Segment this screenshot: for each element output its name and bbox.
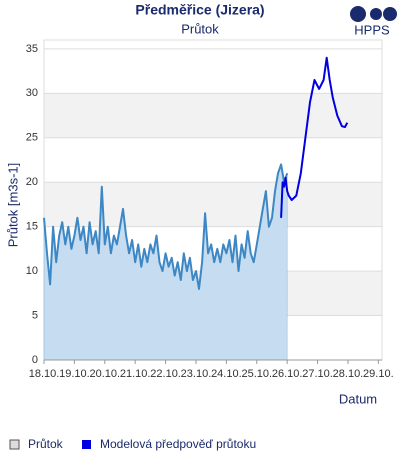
y-tick-label: 30 — [26, 87, 38, 99]
grid-band — [44, 182, 382, 227]
y-tick-label: 10 — [26, 265, 38, 277]
x-tick-label: 27.10. — [302, 368, 333, 380]
legend-label: Průtok — [28, 437, 64, 451]
y-tick-label: 25 — [26, 132, 38, 144]
x-tick-label: 23.10. — [181, 368, 212, 380]
logo-text: HPPS — [354, 22, 390, 37]
line — [43, 163, 289, 290]
x-tick-label: 29.10. — [363, 368, 394, 380]
chart-subtitle: Průtok — [181, 21, 219, 36]
legend-label: Modelová předpověď průtoku — [100, 437, 256, 451]
line — [280, 56, 349, 218]
y-tick-label: 5 — [32, 309, 38, 321]
logo-dot — [370, 8, 382, 20]
x-tick-label: 18.10. — [29, 368, 60, 380]
logo-dot — [383, 7, 397, 21]
x-tick-label: 21.10. — [120, 368, 151, 380]
x-axis-label: Datum — [339, 391, 377, 406]
x-tick-label: 26.10. — [272, 368, 303, 380]
x-tick-label: 22.10. — [150, 368, 181, 380]
grid-band — [44, 93, 382, 138]
y-tick-label: 20 — [26, 176, 38, 188]
y-tick-label: 35 — [26, 43, 38, 55]
x-tick-label: 24.10. — [211, 368, 242, 380]
legend-swatch — [9, 439, 20, 450]
legend: Průtok Modelová předpověď průtoku — [9, 437, 256, 451]
y-tick-label: 0 — [32, 354, 38, 366]
chart-title: Předměřice (Jizera) — [135, 2, 264, 18]
legend-swatch — [82, 440, 91, 449]
y-tick-label: 15 — [26, 221, 38, 233]
x-tick-label: 25.10. — [241, 368, 272, 380]
logo-dot — [350, 6, 366, 22]
x-tick-label: 20.10. — [89, 368, 120, 380]
y-axis-label: Průtok [m3s-1] — [5, 163, 20, 248]
logo: HPPS — [350, 6, 397, 37]
x-tick-label: 19.10. — [59, 368, 90, 380]
x-tick-label: 28.10. — [333, 368, 364, 380]
